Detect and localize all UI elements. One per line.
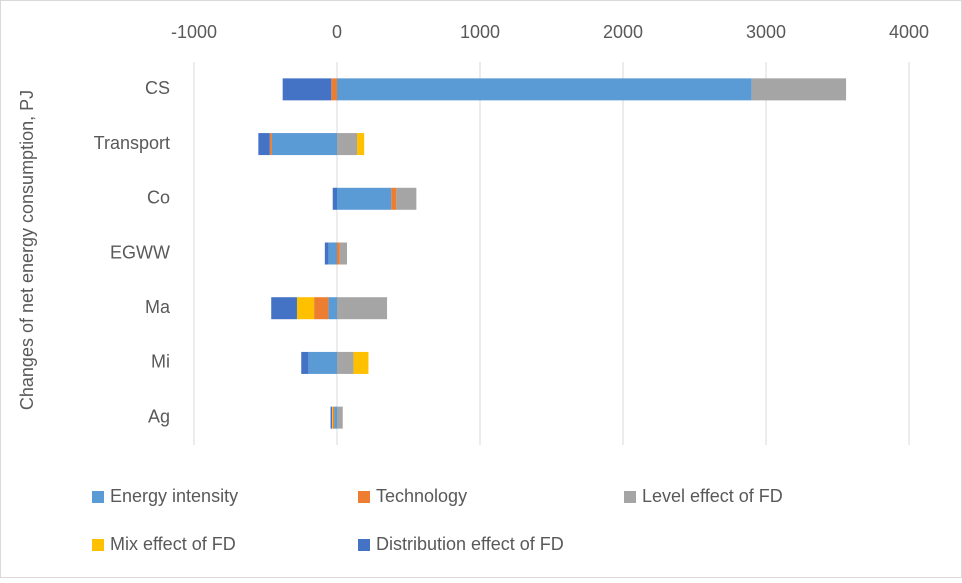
legend-label: Mix effect of FD	[110, 534, 236, 554]
bar-segment	[301, 351, 309, 374]
bar-segment	[396, 187, 417, 210]
bar-segment	[314, 297, 329, 320]
bar-segment	[337, 351, 354, 374]
bar-segment	[334, 406, 337, 429]
x-tick-label: 3000	[746, 22, 786, 42]
legend-label: Level effect of FD	[642, 486, 783, 506]
bar-segment	[258, 133, 270, 156]
x-tick-label: -1000	[171, 22, 217, 42]
legend-label: Energy intensity	[110, 486, 238, 506]
bar-segment	[339, 242, 348, 265]
bar-segment	[751, 78, 847, 101]
bar-segment	[332, 187, 337, 210]
bar-segment	[282, 78, 332, 101]
x-tick-label: 1000	[460, 22, 500, 42]
bar-segment	[331, 78, 337, 101]
legend-swatch	[358, 539, 370, 551]
bar-segment	[337, 242, 340, 265]
y-tick-label: EGWW	[110, 242, 170, 262]
bar-segment	[337, 297, 388, 320]
bar-segment	[337, 133, 358, 156]
legend-swatch	[92, 539, 104, 551]
legend-label: Technology	[376, 486, 467, 506]
bar-segment	[269, 133, 272, 156]
y-tick-label: Ma	[145, 297, 171, 317]
x-tick-label: 2000	[603, 22, 643, 42]
legend-label: Distribution effect of FD	[376, 534, 564, 554]
legend-swatch	[358, 491, 370, 503]
y-tick-label: Transport	[94, 133, 170, 153]
legend-swatch	[624, 491, 636, 503]
y-tick-label: Co	[147, 188, 170, 208]
bar-segment	[391, 187, 397, 210]
y-tick-label: CS	[145, 78, 170, 98]
y-axis-title: Changes of net energy consumption, PJ	[17, 90, 37, 410]
bar-segment	[330, 406, 332, 429]
bar-segment	[271, 297, 297, 320]
legend-swatch	[92, 491, 104, 503]
x-tick-label: 4000	[889, 22, 929, 42]
bar-segment	[328, 242, 337, 265]
bar-segment	[337, 187, 392, 210]
bar-segment	[331, 406, 333, 429]
x-tick-label: 0	[332, 22, 342, 42]
y-tick-label: Ag	[148, 406, 170, 426]
bar-segment	[271, 133, 337, 156]
bar-segment	[328, 297, 337, 320]
bar-segment	[324, 242, 329, 265]
bar-segment	[353, 351, 369, 374]
bar-segment	[296, 297, 315, 320]
bar-segment	[332, 406, 335, 429]
bar-segment	[308, 351, 337, 374]
bar-segment	[337, 406, 343, 429]
y-tick-label: Mi	[151, 352, 170, 372]
bar-segment	[357, 133, 365, 156]
bar-segment	[337, 78, 752, 101]
